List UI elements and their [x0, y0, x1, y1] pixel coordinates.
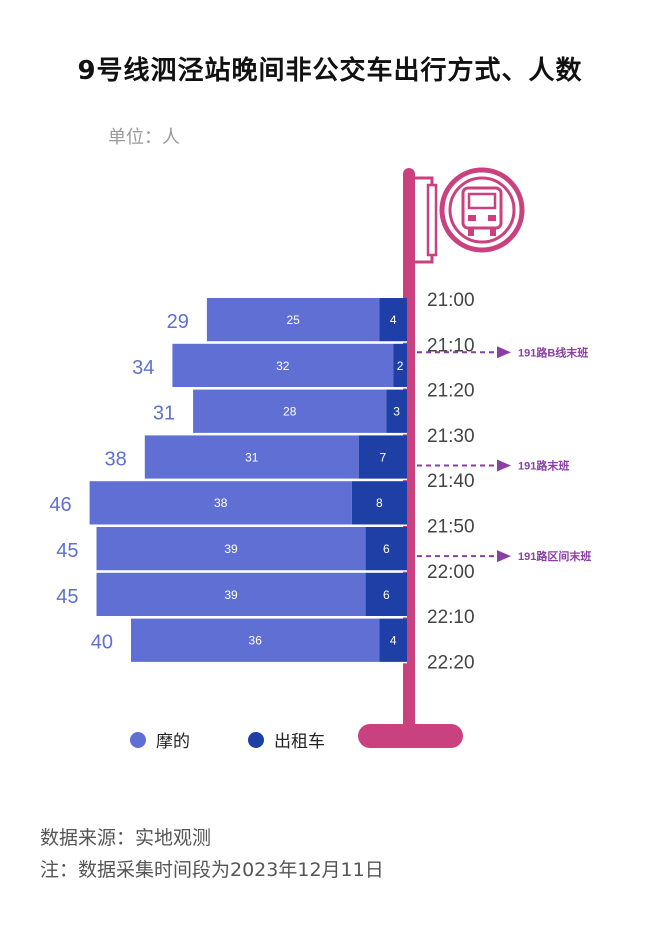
bar-taxi [358, 435, 407, 480]
bar-moto [206, 298, 380, 342]
legend-swatch-taxi [248, 731, 264, 748]
time-tick: 22:00 [427, 562, 475, 583]
time-tick: 21:00 [427, 290, 475, 311]
total-label: 38 [105, 448, 127, 470]
time-tick: 22:10 [427, 607, 475, 628]
legend-label-moto: 摩的 [156, 732, 190, 752]
data-label-taxi: 2 [397, 359, 404, 373]
bar-moto [96, 527, 366, 571]
data-label-moto: 31 [245, 450, 259, 464]
chart-title: 9号线泗泾站晚间非公交车出行方式、人数 [77, 56, 583, 86]
bar-taxi [379, 618, 407, 663]
bar-taxi [379, 298, 407, 342]
annotation-arrow [497, 459, 511, 472]
total-label: 45 [56, 586, 78, 608]
source-note: 数据来源：实地观测 [40, 827, 212, 849]
bar-moto [144, 435, 359, 480]
unit-label: 单位：人 [108, 127, 180, 148]
data-label-moto: 39 [224, 588, 238, 602]
data-label-taxi: 4 [390, 313, 397, 327]
total-label: 40 [91, 632, 113, 654]
time-tick: 21:10 [427, 335, 475, 356]
bar-taxi [365, 527, 407, 571]
bar-moto [172, 343, 394, 388]
bar-moto [96, 572, 366, 617]
total-label: 45 [56, 540, 78, 562]
annotation-label: 191路区间末班 [518, 549, 591, 563]
data-label-taxi: 3 [393, 405, 400, 419]
bars-group: 25 4 29 32 2 34 28 3 31 31 7 38 38 8 46 39 6 45 39 6 45 36 4 40 [49, 298, 407, 664]
time-tick: 21:40 [427, 471, 475, 492]
time-tick: 21:50 [427, 517, 475, 538]
time-ticks: 21:00 21:10 21:20 21:30 21:40 21:50 22:00 22:10… [427, 290, 475, 673]
time-tick: 21:30 [427, 426, 475, 447]
data-label-taxi: 7 [380, 450, 387, 464]
data-label-moto: 28 [283, 405, 297, 419]
total-label: 34 [132, 357, 154, 379]
legend-swatch-moto [130, 731, 146, 748]
bar-taxi [351, 481, 407, 526]
bus-front-icon [461, 186, 503, 236]
pole-base [358, 724, 463, 748]
total-label: 46 [49, 494, 71, 516]
data-label-moto: 38 [214, 496, 228, 510]
legend-item-moto: 摩的 [130, 727, 190, 752]
data-label-moto: 39 [224, 542, 238, 556]
bar-moto [131, 618, 380, 663]
time-tick: 22:20 [427, 652, 475, 673]
data-label-taxi: 8 [376, 496, 383, 510]
annotations: 191路B线末班 191路末班 191路区间末班 [417, 345, 591, 563]
total-label: 31 [153, 403, 175, 425]
bar-taxi [365, 572, 407, 617]
bar-moto [89, 481, 352, 526]
data-label-taxi: 6 [383, 588, 390, 602]
bus-sign [415, 167, 525, 264]
data-label-taxi: 6 [383, 542, 390, 556]
bar-moto [193, 389, 387, 434]
annotation-arrow [497, 346, 511, 359]
data-label-moto: 32 [276, 359, 290, 373]
data-label-taxi: 4 [390, 634, 397, 648]
annotation-arrow [497, 550, 511, 563]
data-label-moto: 25 [286, 313, 300, 327]
bar-taxi [386, 389, 407, 434]
data-label-moto: 36 [249, 634, 263, 648]
annotation-label: 191路B线末班 [518, 345, 588, 359]
bar-taxi [393, 343, 407, 388]
legend-item-taxi: 出租车 [248, 727, 325, 752]
legend-label-taxi: 出租车 [274, 732, 325, 752]
annotation-label: 191路末班 [518, 459, 569, 473]
date-note: 注：数据采集时间段为2023年12月11日 [40, 859, 384, 881]
time-tick: 21:20 [427, 381, 475, 402]
chart-canvas: 25 4 29 32 2 34 28 3 31 31 7 38 38 8 46 39 6 45 39 6 45 36 4 40… [49, 167, 591, 748]
total-label: 29 [167, 311, 189, 333]
